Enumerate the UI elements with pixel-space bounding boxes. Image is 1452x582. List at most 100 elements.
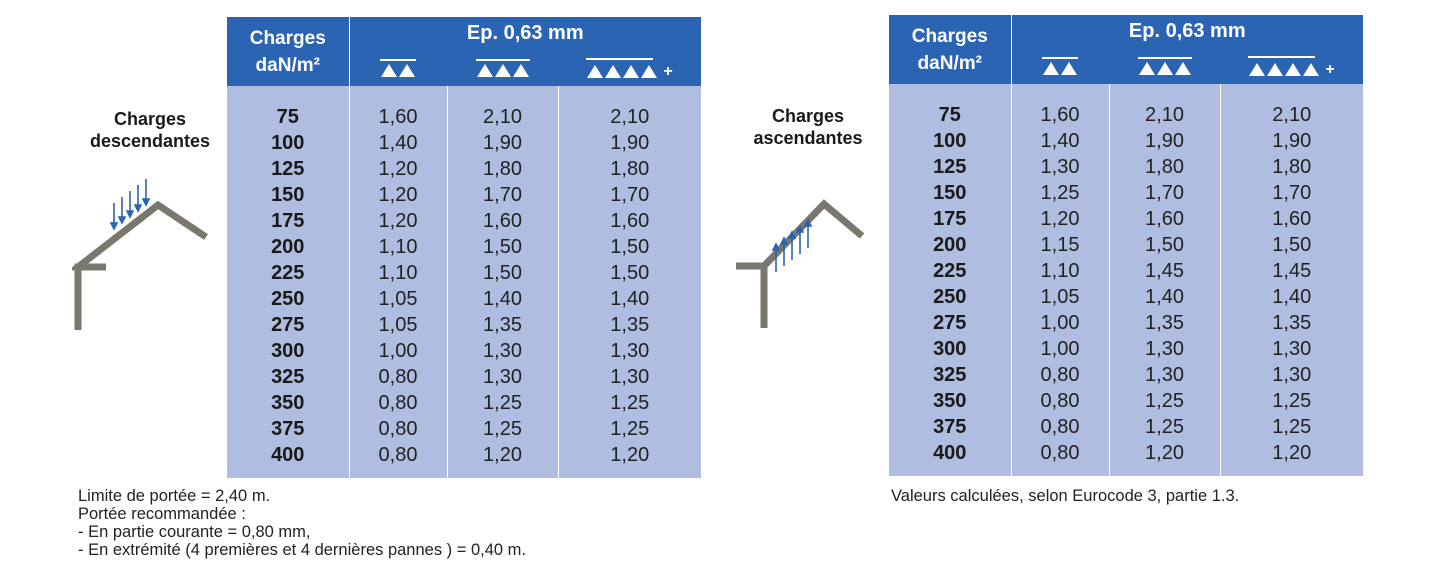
table-row: 75 1,60 2,10 2,10	[889, 102, 1364, 128]
span-value-3-supports: 2,10	[1108, 102, 1220, 128]
span-value-2-supports: 1,20	[1010, 206, 1109, 232]
note-line: Portée recommandée :	[78, 505, 246, 523]
span-value-2-supports: 0,80	[348, 364, 447, 390]
load-cell: 175	[889, 206, 1011, 232]
span-value-4-plus-supports: 1,90	[1219, 128, 1364, 154]
load-cell: 350	[889, 388, 1011, 414]
side-label-line1: Charges	[113, 109, 187, 129]
roof-downward-load-icon	[72, 179, 208, 330]
table-row: 275 1,00 1,35 1,35	[889, 310, 1364, 336]
table-row: 100 1,40 1,90 1,90	[889, 128, 1364, 154]
load-cell: 150	[227, 182, 349, 208]
span-value-4-plus-supports: 1,50	[557, 260, 702, 286]
span-value-2-supports: 0,80	[1010, 440, 1109, 466]
load-cell: 200	[889, 232, 1011, 258]
table-row: 400 0,80 1,20 1,20	[889, 440, 1364, 466]
span-value-2-supports: 1,05	[1010, 284, 1109, 310]
load-cell: 400	[889, 440, 1011, 466]
table-row: 150 1,20 1,70 1,70	[227, 182, 702, 208]
span-value-4-plus-supports: 1,20	[557, 442, 702, 468]
span-value-3-supports: 1,25	[446, 390, 558, 416]
span-value-2-supports: 1,05	[348, 286, 447, 312]
span-value-2-supports: 0,80	[1010, 388, 1109, 414]
notes-left: Limite de portée = 2,40 m. Portée recomm…	[78, 487, 526, 559]
span-value-4-plus-supports: 1,30	[557, 364, 702, 390]
table-row: 250 1,05 1,40 1,40	[227, 286, 702, 312]
load-cell: 100	[889, 128, 1011, 154]
span-value-2-supports: 0,80	[348, 390, 447, 416]
support-4-plus-icon: +	[558, 49, 702, 86]
table-row: 200 1,15 1,50 1,50	[889, 232, 1364, 258]
span-value-3-supports: 1,30	[446, 364, 558, 390]
roof-upward-load-icon	[736, 199, 865, 328]
table-row: 225 1,10 1,45 1,45	[889, 258, 1364, 284]
table-row: 100 1,40 1,90 1,90	[227, 130, 702, 156]
span-value-2-supports: 0,80	[348, 416, 447, 442]
note-line: Limite de portée = 2,40 m.	[78, 487, 271, 505]
span-value-3-supports: 1,35	[446, 312, 558, 338]
span-value-3-supports: 1,50	[1108, 232, 1220, 258]
load-cell: 225	[227, 260, 349, 286]
span-value-2-supports: 1,10	[348, 260, 447, 286]
table-row: 300 1,00 1,30 1,30	[227, 338, 702, 364]
span-value-2-supports: 1,25	[1010, 180, 1109, 206]
span-value-4-plus-supports: 1,60	[557, 208, 702, 234]
table-row: 350 0,80 1,25 1,25	[227, 390, 702, 416]
side-label-ascending: Charges ascendantes	[728, 105, 888, 149]
support-3-icon	[447, 49, 558, 86]
note-line: - En extrémité (4 premières et 4 dernièr…	[78, 541, 526, 559]
table-row: 250 1,05 1,40 1,40	[889, 284, 1364, 310]
span-value-3-supports: 1,30	[446, 338, 558, 364]
table-row: 325 0,80 1,30 1,30	[889, 362, 1364, 388]
support-2-icon	[1010, 47, 1109, 84]
side-label-line2: descendantes	[89, 131, 211, 151]
span-value-3-supports: 1,80	[446, 156, 558, 182]
span-value-4-plus-supports: 1,20	[1219, 440, 1364, 466]
table-row: 175 1,20 1,60 1,60	[889, 206, 1364, 232]
span-value-4-plus-supports: 1,30	[1219, 336, 1364, 362]
span-value-4-plus-supports: 1,50	[557, 234, 702, 260]
load-cell: 225	[889, 258, 1011, 284]
span-value-3-supports: 1,60	[446, 208, 558, 234]
load-cell: 250	[227, 286, 349, 312]
table-row: 125 1,30 1,80 1,80	[889, 154, 1364, 180]
span-value-3-supports: 1,45	[1108, 258, 1220, 284]
load-cell: 325	[227, 364, 349, 390]
span-value-2-supports: 1,60	[348, 104, 447, 130]
load-cell: 125	[889, 154, 1011, 180]
span-value-2-supports: 1,05	[348, 312, 447, 338]
span-value-3-supports: 1,80	[1108, 154, 1220, 180]
span-value-2-supports: 1,10	[348, 234, 447, 260]
span-value-3-supports: 1,20	[1108, 440, 1220, 466]
span-value-4-plus-supports: 1,80	[1219, 154, 1364, 180]
span-value-4-plus-supports: 1,25	[1219, 414, 1364, 440]
span-value-4-plus-supports: 1,25	[1219, 388, 1364, 414]
load-cell: 300	[889, 336, 1011, 362]
table-row: 275 1,05 1,35 1,35	[227, 312, 702, 338]
span-value-3-supports: 2,10	[446, 104, 558, 130]
header-thickness: Ep. 0,63 mm	[1010, 15, 1364, 47]
support-4-plus-icon: +	[1220, 47, 1364, 84]
load-cell: 325	[889, 362, 1011, 388]
span-value-2-supports: 0,80	[1010, 414, 1109, 440]
span-value-3-supports: 1,35	[1108, 310, 1220, 336]
table-row: 150 1,25 1,70 1,70	[889, 180, 1364, 206]
table-row: 125 1,20 1,80 1,80	[227, 156, 702, 182]
span-value-3-supports: 1,90	[446, 130, 558, 156]
table-row: 75 1,60 2,10 2,10	[227, 104, 702, 130]
table-row: 375 0,80 1,25 1,25	[889, 414, 1364, 440]
span-value-2-supports: 1,00	[1010, 310, 1109, 336]
span-value-4-plus-supports: 1,40	[557, 286, 702, 312]
span-value-2-supports: 1,20	[348, 208, 447, 234]
span-value-2-supports: 1,40	[348, 130, 447, 156]
load-cell: 75	[889, 102, 1011, 128]
span-value-3-supports: 1,30	[1108, 336, 1220, 362]
table-row: 225 1,10 1,50 1,50	[227, 260, 702, 286]
load-cell: 275	[227, 312, 349, 338]
load-cell: 175	[227, 208, 349, 234]
span-value-2-supports: 1,20	[348, 156, 447, 182]
span-value-2-supports: 1,40	[1010, 128, 1109, 154]
span-value-2-supports: 1,60	[1010, 102, 1109, 128]
span-value-4-plus-supports: 1,30	[557, 338, 702, 364]
load-cell: 250	[889, 284, 1011, 310]
